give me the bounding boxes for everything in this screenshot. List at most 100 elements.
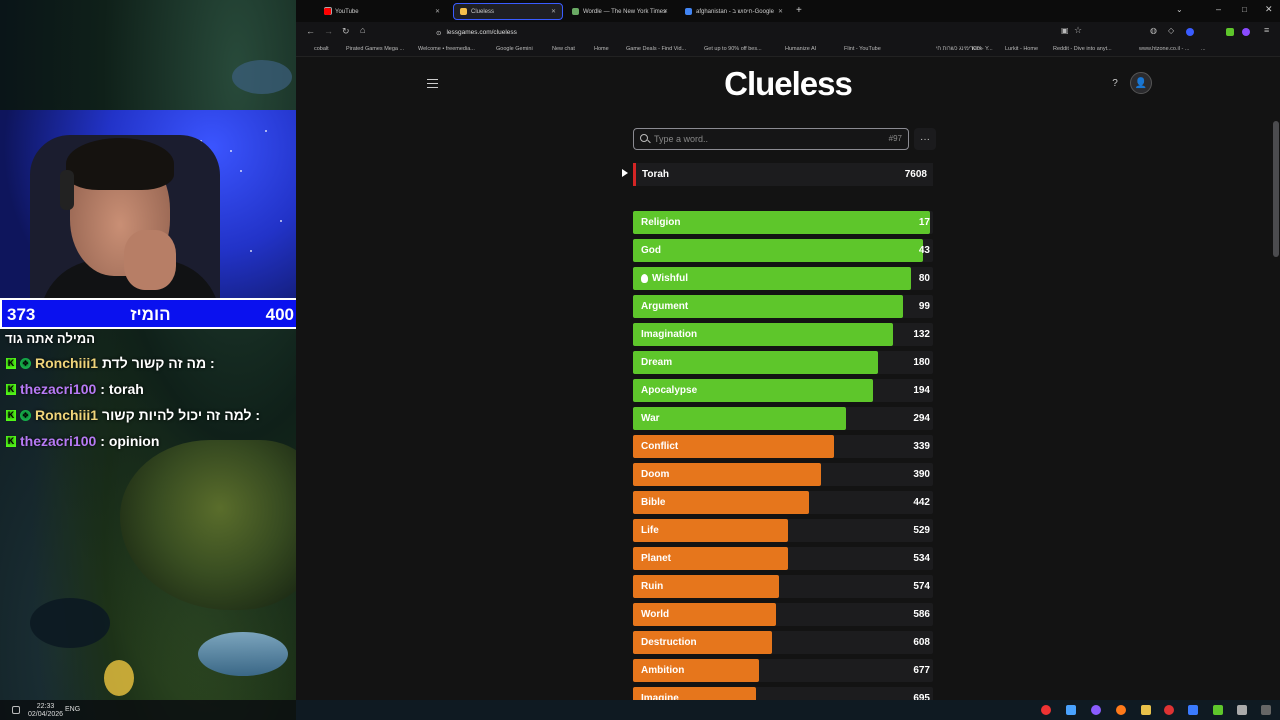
extension-icon[interactable]: ◇ — [1168, 26, 1175, 35]
similarity-bar — [633, 519, 789, 542]
language-indicator[interactable]: ENG — [65, 706, 81, 713]
score-title: הומיז — [130, 305, 171, 324]
gifter-badge-icon: ❖ — [20, 409, 31, 421]
fish-shape — [232, 60, 292, 94]
guess-row: Doom 390 — [633, 463, 933, 486]
address-bar[interactable]: ⊙ lessgames.com/clueless — [436, 26, 1056, 39]
app-icon[interactable] — [1237, 705, 1247, 715]
home-button[interactable]: ⌂ — [360, 25, 366, 35]
tab-afghanistan[interactable]: afghanistan - חיפוש ב-Google ✕ — [679, 3, 789, 20]
bookmark-item[interactable]: Lurkit - Home — [1005, 46, 1039, 52]
scrollbar[interactable] — [1273, 121, 1279, 257]
guess-word: Imagine — [641, 693, 679, 704]
last-guess-word: Torah — [642, 169, 670, 180]
help-button[interactable]: ? — [1112, 77, 1118, 89]
score-banner: 373 הומיז 400 — [0, 298, 296, 329]
bookmark-item[interactable]: ... — [1201, 46, 1206, 52]
bookmark-item[interactable]: Game Deals - Find Vid... — [626, 46, 687, 52]
guess-word-text: Conflict — [641, 441, 679, 452]
bookmark-item[interactable]: סטרימינג כשרות חי - Y... — [936, 46, 993, 52]
guess-word: World — [641, 609, 669, 620]
taskbar — [296, 700, 1280, 720]
app-icon[interactable] — [1261, 705, 1271, 715]
bookmark-item[interactable]: Humanize AI — [785, 46, 817, 52]
reader-icon[interactable]: ▣ — [1061, 26, 1069, 35]
app-icon[interactable] — [1188, 705, 1198, 715]
guess-row: Religion 17 — [633, 211, 933, 234]
bookmarks-bar: cobalt Pirated Games Mega ... Welcome • fr… — [296, 42, 1280, 57]
bookmark-item[interactable]: www.htzone.co.il - ... — [1139, 46, 1190, 52]
browser-taskbar-icon[interactable] — [1116, 705, 1126, 715]
guess-rank: 339 — [913, 441, 930, 452]
bookmark-item[interactable]: New chat — [552, 46, 575, 52]
close-tab-icon[interactable]: ✕ — [662, 9, 668, 15]
guess-row: Destruction 608 — [633, 631, 933, 654]
bookmark-item[interactable]: Google Gemini — [496, 46, 533, 52]
account-button[interactable]: 👤 — [1130, 72, 1152, 94]
chat-username[interactable]: Ronchiii1 — [35, 407, 99, 423]
app-icon[interactable] — [1091, 705, 1101, 715]
site-info-icon[interactable]: ⊙ — [436, 29, 442, 37]
bookmark-item[interactable]: Kick — [972, 46, 983, 52]
tab-youtube[interactable]: YouTube ✕ — [318, 3, 446, 20]
fish-shape — [198, 632, 288, 676]
guess-rank: 294 — [913, 413, 930, 424]
app-icon[interactable] — [1164, 705, 1174, 715]
tab-wordle[interactable]: Wordle — The New York Times ✕ — [566, 3, 674, 20]
back-button[interactable]: ← — [306, 26, 315, 36]
word-input[interactable] — [654, 132, 854, 146]
extension-icon[interactable]: ◍ — [1150, 26, 1157, 35]
guess-word: Argument — [641, 301, 688, 312]
hamburger-menu-icon[interactable] — [427, 79, 438, 88]
bookmark-item[interactable]: Welcome • freemedia... — [418, 46, 475, 52]
close-tab-icon[interactable]: ✕ — [434, 9, 440, 15]
close-tab-icon[interactable]: ✕ — [777, 9, 783, 15]
app-icon[interactable] — [1066, 705, 1076, 715]
streamer-hair — [66, 138, 174, 190]
similarity-bar — [633, 323, 893, 346]
bookmark-item[interactable]: Reddit - Dive into anyt... — [1053, 46, 1112, 52]
lightbulb-icon — [641, 274, 648, 283]
minimize-button[interactable]: – — [1216, 4, 1222, 14]
bookmark-star-icon[interactable]: ☆ — [1074, 25, 1083, 35]
game-page: Clueless ? 👤 #97 ··· Torah 7608 Religion… — [296, 57, 1280, 710]
similarity-bar — [633, 267, 911, 290]
guess-list: Religion 17 God 43 Wishful 80 Argument 99 Imagin… — [633, 211, 933, 715]
aquarium-rock — [120, 440, 296, 610]
extension-icon[interactable] — [1186, 28, 1194, 36]
extension-icon[interactable] — [1226, 28, 1234, 36]
close-tab-icon[interactable]: ✕ — [550, 9, 556, 15]
maximize-button[interactable]: □ — [1242, 5, 1247, 14]
guess-word: God — [641, 245, 661, 256]
forward-button[interactable]: → — [324, 26, 333, 36]
chat-username[interactable]: thezacri100 — [20, 433, 97, 449]
bookmark-item[interactable]: Flint - YouTube — [844, 46, 881, 52]
chat-message: K ❖ Ronchiii1 מה זה קשור לדת : — [6, 352, 215, 374]
bookmark-item[interactable]: Pirated Games Mega ... — [346, 46, 405, 52]
bookmark-item[interactable]: Get up to 90% off bes... — [704, 46, 762, 52]
app-icon[interactable] — [1213, 705, 1223, 715]
notification-icon[interactable] — [12, 706, 20, 714]
new-tab-button[interactable]: + — [796, 5, 802, 16]
guess-word: Religion — [641, 217, 680, 228]
search-box: #97 — [633, 128, 909, 150]
chat-username[interactable]: thezacri100 — [20, 381, 97, 397]
tab-clueless[interactable]: Clueless ✕ — [453, 3, 563, 20]
chevron-down-icon[interactable]: ⌄ — [1176, 5, 1183, 14]
bookmark-item[interactable]: Home — [594, 46, 609, 52]
guess-word: Life — [641, 525, 659, 536]
folder-icon[interactable] — [1141, 705, 1151, 715]
game-number: #97 — [888, 134, 902, 143]
reload-button[interactable]: ↻ — [342, 26, 350, 36]
menu-icon[interactable]: ≡ — [1264, 25, 1270, 35]
guess-word: Dream — [641, 357, 672, 368]
guess-rank: 442 — [913, 497, 930, 508]
bookmark-item[interactable]: cobalt — [314, 46, 329, 52]
similarity-bar — [633, 435, 834, 458]
chat-username[interactable]: Ronchiii1 — [35, 355, 99, 371]
close-window-button[interactable]: ✕ — [1265, 4, 1273, 14]
guess-word: Imagination — [641, 329, 697, 340]
profile-icon[interactable] — [1242, 28, 1250, 36]
more-options-button[interactable]: ··· — [914, 128, 936, 150]
app-icon[interactable] — [1041, 705, 1051, 715]
